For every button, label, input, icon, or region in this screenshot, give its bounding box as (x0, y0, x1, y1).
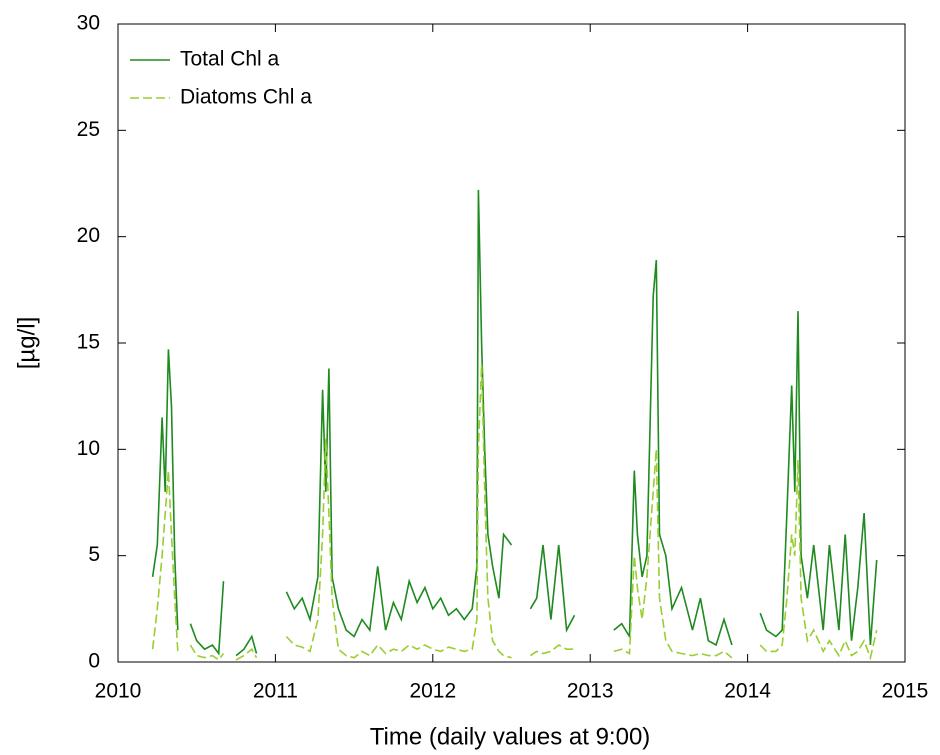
plot-frame (117, 23, 906, 663)
x-tick-label: 2011 (253, 680, 298, 703)
legend-label: Total Chl a (180, 48, 280, 71)
x-tick-label: 2015 (882, 680, 929, 703)
x-tick-label: 2012 (409, 680, 456, 703)
y-tick-label: 5 (88, 543, 100, 566)
legend-label: Diatoms Chl a (180, 86, 312, 109)
y-tick-label: 20 (77, 224, 100, 247)
series-line (151, 189, 878, 657)
y-axis-title: [µg/l] (13, 317, 40, 370)
x-tick-label: 2014 (724, 680, 771, 703)
y-tick-label: 15 (77, 331, 100, 354)
y-tick-label: 30 (77, 12, 100, 35)
y-tick-label: 25 (77, 118, 100, 141)
y-tick-label: 10 (77, 437, 100, 460)
x-tick-label: 2010 (95, 680, 142, 703)
series-line (151, 364, 878, 661)
y-tick-label: 0 (88, 650, 100, 673)
x-tick-label: 2013 (567, 680, 614, 703)
x-axis-title: Time (daily values at 9:00) (370, 723, 651, 750)
